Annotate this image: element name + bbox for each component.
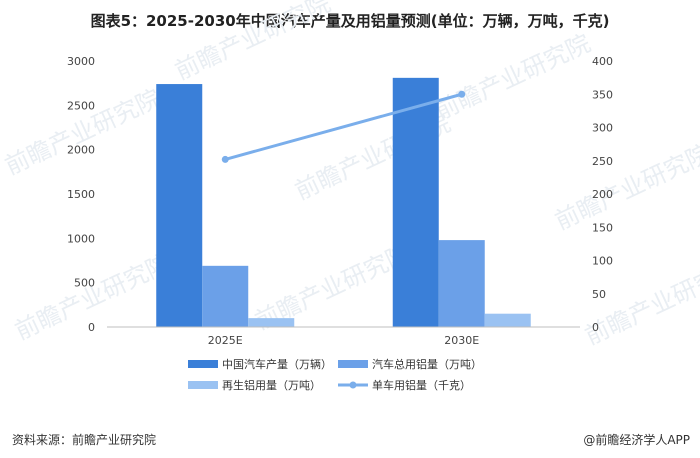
legend: 中国汽车产量（万辆） 汽车总用铝量（万吨） 再生铝用量（万吨） 单车用铝量（千克） [188, 357, 482, 392]
y2-tick-label: 200 [592, 188, 613, 201]
y-tick-label: 1000 [67, 232, 95, 245]
y2-tick-label: 300 [592, 122, 613, 135]
watermark-text: 前瞻产业研究院 [551, 139, 700, 235]
y-tick-label: 2500 [67, 99, 95, 112]
bar [438, 240, 485, 327]
bar [392, 77, 439, 327]
bar-layer [156, 77, 531, 327]
y2-tick-label: 0 [592, 321, 599, 334]
y2-tick-label: 150 [592, 221, 613, 234]
credit-note: @前瞻经济学人APP [583, 433, 690, 447]
legend-label: 单车用铝量（千克） [372, 378, 471, 392]
y2-tick-label: 100 [592, 255, 613, 268]
watermark-text: 前瞻产业研究院 [581, 254, 700, 350]
y-tick-label: 1500 [67, 188, 95, 201]
legend-label: 汽车总用铝量（万吨） [372, 357, 482, 371]
legend-label: 中国汽车产量（万辆） [222, 357, 332, 371]
y2-tick-label: 350 [592, 88, 613, 101]
y2-tick-label: 50 [592, 288, 606, 301]
bar [156, 84, 203, 327]
y-tick-label: 500 [74, 277, 95, 290]
line-series [224, 92, 463, 161]
bar [484, 313, 531, 327]
legend-swatch [188, 381, 218, 389]
y-tick-label: 0 [88, 321, 95, 334]
line-layer [221, 90, 466, 163]
watermark-text: 前瞻产业研究院 [171, 0, 335, 85]
line-point [458, 90, 466, 98]
y2-tick-label: 250 [592, 155, 613, 168]
y2-tick-label: 400 [592, 55, 613, 68]
legend-swatch [188, 360, 218, 368]
bar [202, 265, 249, 327]
legend-marker [349, 381, 357, 389]
source-note: 资料来源：前瞻产业研究院 [12, 433, 157, 447]
axes: 0 500 1000 1500 2000 2500 3000 0 50 100 150 200 250 3… [67, 55, 613, 347]
y-tick-label: 2000 [67, 144, 95, 157]
chart-title: 图表5：2025-2030年中国汽车产量及用铝量预测(单位：万辆，万吨，千克) [90, 12, 610, 30]
x-tick-label: 2025E [208, 334, 243, 347]
x-tick-label: 2030E [444, 334, 479, 347]
watermark-text: 前瞻产业研究院 [431, 29, 595, 125]
line-point [221, 155, 229, 163]
legend-swatch [338, 360, 368, 368]
legend-label: 再生铝用量（万吨） [222, 378, 321, 392]
bar [248, 318, 295, 327]
y-tick-label: 3000 [67, 55, 95, 68]
